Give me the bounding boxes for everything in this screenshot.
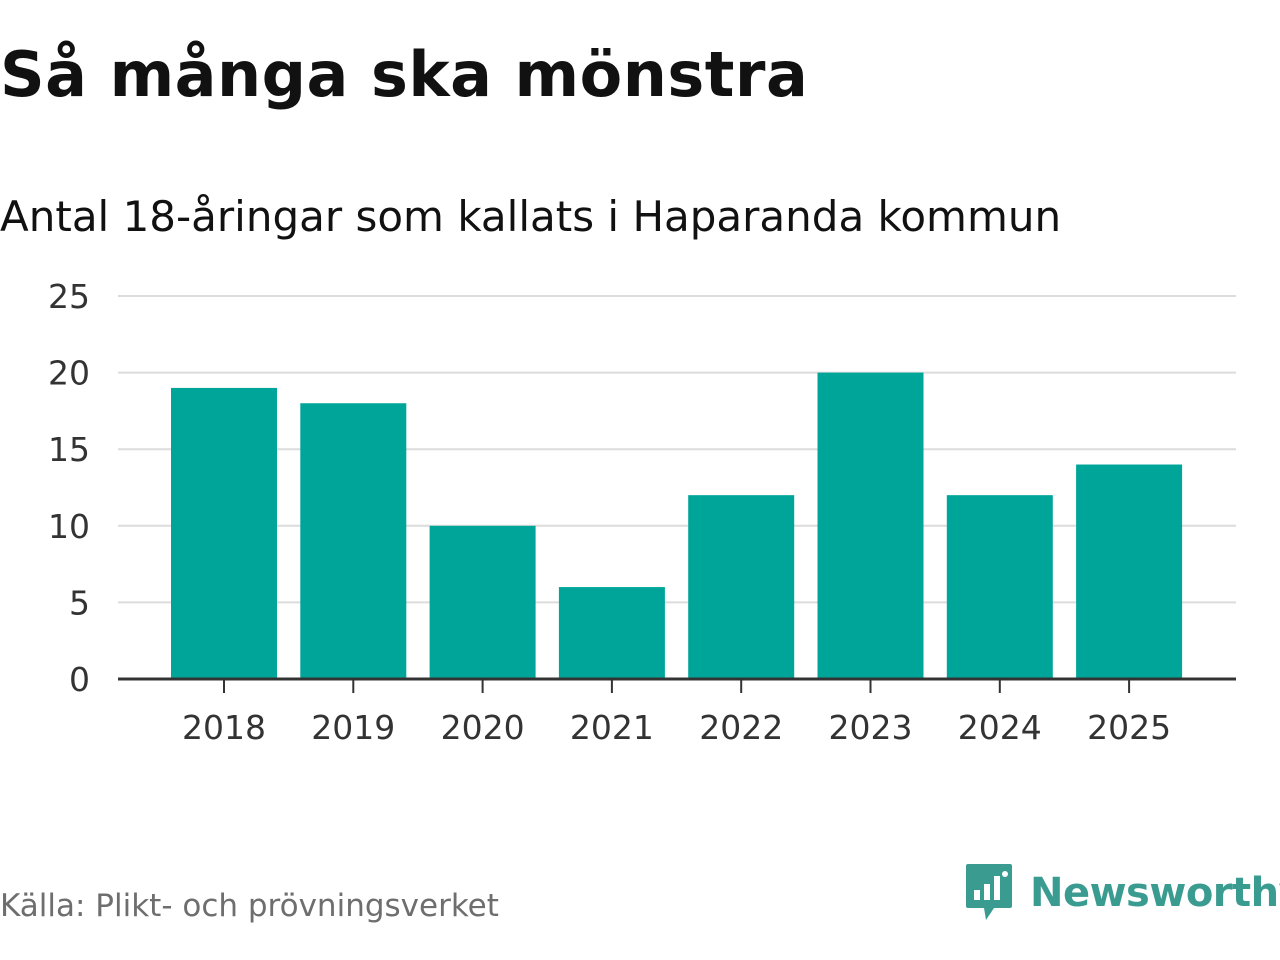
y-tick-label: 5 — [69, 583, 90, 622]
brand-name: Newsworthy — [1030, 870, 1280, 916]
bar — [300, 403, 407, 679]
y-tick-label: 20 — [48, 354, 90, 393]
bars — [171, 372, 1183, 679]
chart-title: Så många ska mönstra — [0, 38, 809, 111]
x-axis: 2018 2019 2020 2021 2022 2023 2024 2025 — [118, 677, 1236, 747]
bar — [429, 525, 536, 679]
y-tick-label: 10 — [48, 507, 90, 546]
y-axis-ticks: 0 5 10 15 20 25 — [48, 277, 90, 699]
bar — [1076, 464, 1183, 679]
y-tick-label: 0 — [69, 660, 90, 699]
x-tick-label: 2021 — [570, 708, 654, 747]
y-tick-label: 15 — [48, 430, 90, 469]
bar — [558, 587, 665, 679]
x-tick-label: 2019 — [311, 708, 395, 747]
newsworthy-logo-icon — [966, 864, 1012, 920]
y-tick-label: 25 — [48, 277, 90, 316]
bar — [171, 387, 277, 679]
x-tick-label: 2020 — [441, 708, 525, 747]
x-tick-label: 2023 — [829, 708, 913, 747]
gridlines — [118, 295, 1236, 604]
source-note: Källa: Plikt- och prövningsverket — [0, 888, 499, 924]
bar — [946, 495, 1053, 679]
x-tick-label: 2025 — [1087, 708, 1171, 747]
x-tick-label: 2018 — [182, 708, 266, 747]
bar — [817, 372, 924, 679]
chart-subtitle: Antal 18-åringar som kallats i Haparanda… — [0, 192, 1062, 241]
bar — [688, 495, 795, 679]
x-tick-label: 2024 — [958, 708, 1042, 747]
brand: Newsworthy — [964, 862, 1280, 924]
x-tick-label: 2022 — [699, 708, 783, 747]
